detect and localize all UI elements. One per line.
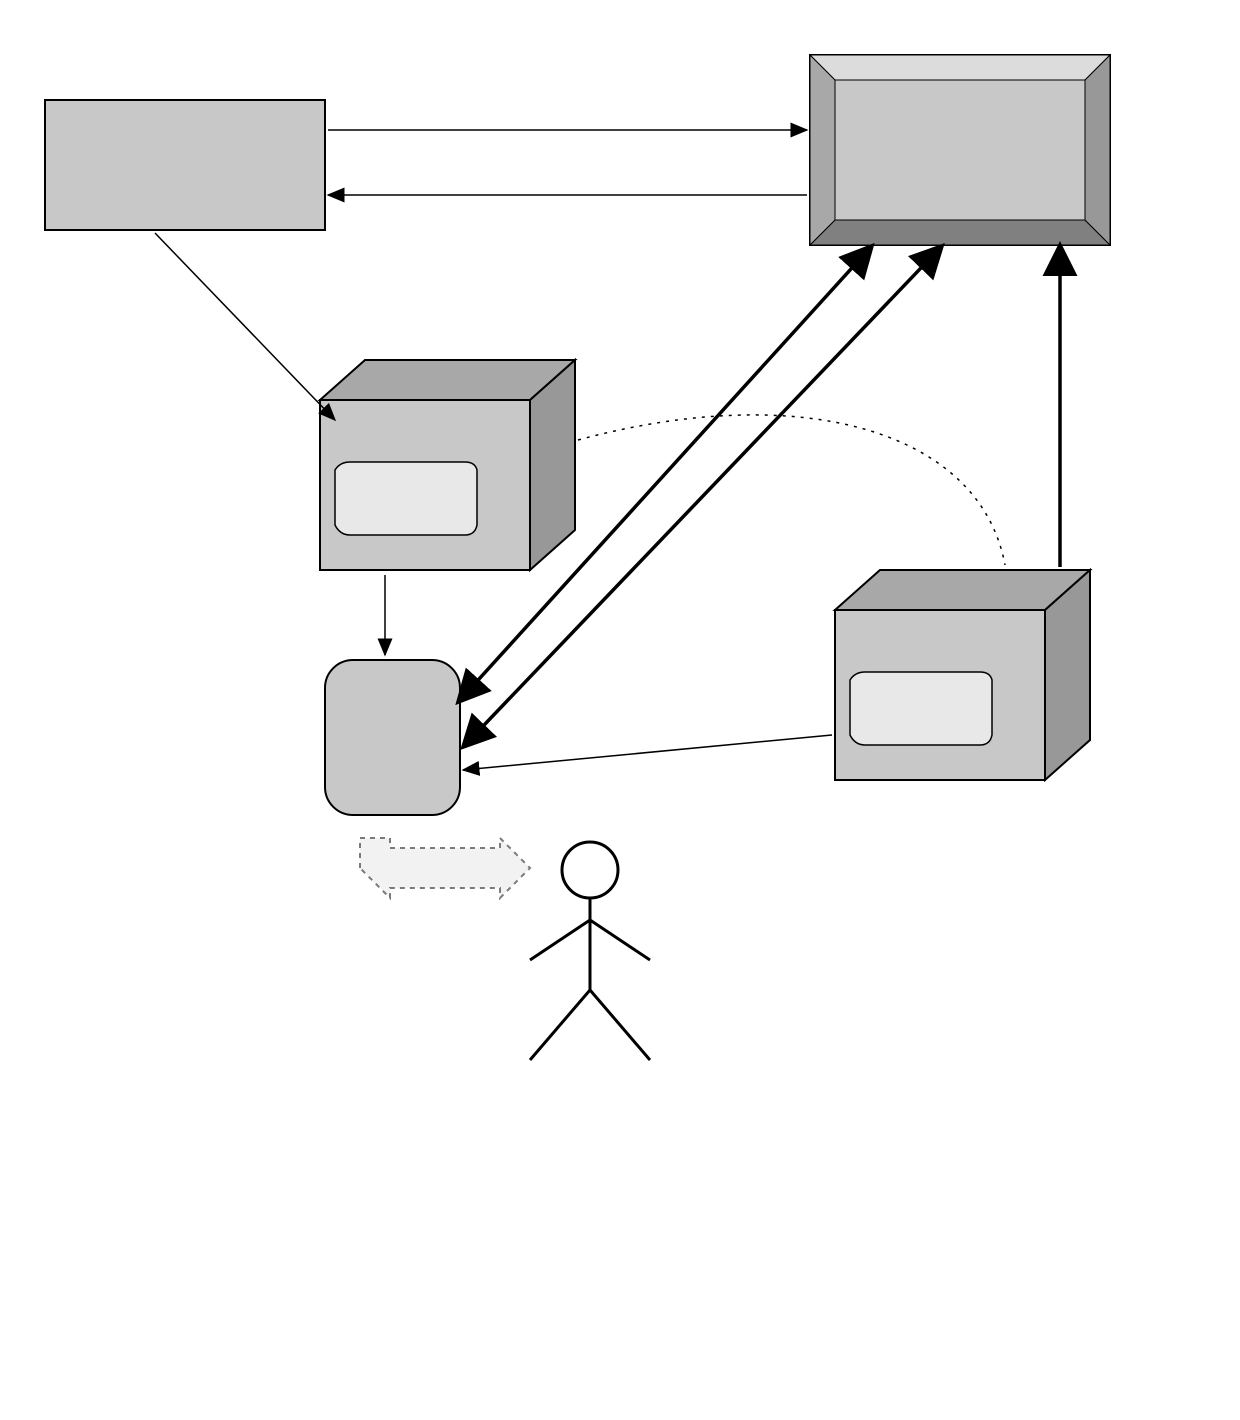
vault-node: [810, 55, 1110, 245]
edge-3: [155, 233, 335, 420]
entity-protected-node: [835, 570, 1090, 780]
edge-5b: [463, 735, 832, 770]
verifier-node: [325, 660, 460, 815]
entity-visible-node: [320, 360, 575, 570]
uses-arrow: [360, 838, 530, 898]
receiver-node: [530, 842, 650, 1060]
diagram-canvas: [0, 0, 1240, 1420]
requester-node: [45, 100, 325, 230]
edge-5a: [578, 415, 1005, 565]
